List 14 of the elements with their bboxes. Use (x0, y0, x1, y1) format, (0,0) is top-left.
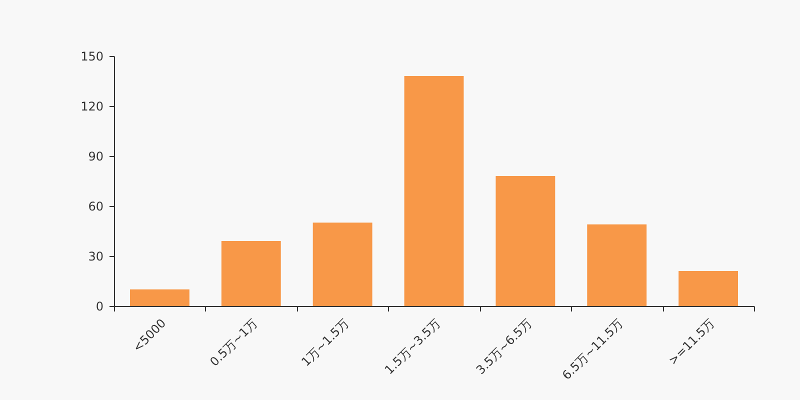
bar (221, 241, 281, 306)
x-tick-label: 0.5万~1万 (207, 316, 260, 369)
bar (130, 289, 190, 306)
bar (678, 271, 738, 306)
y-tick-label: 30 (88, 250, 104, 264)
bar (404, 76, 464, 306)
y-tick-label: 90 (88, 150, 104, 164)
y-tick-label: 60 (88, 200, 104, 214)
bar (312, 222, 372, 306)
y-tick-label: 0 (96, 300, 104, 314)
y-tick-label: 120 (80, 100, 104, 114)
bar (496, 176, 556, 306)
y-tick-label: 150 (80, 50, 104, 64)
bar (587, 224, 647, 306)
